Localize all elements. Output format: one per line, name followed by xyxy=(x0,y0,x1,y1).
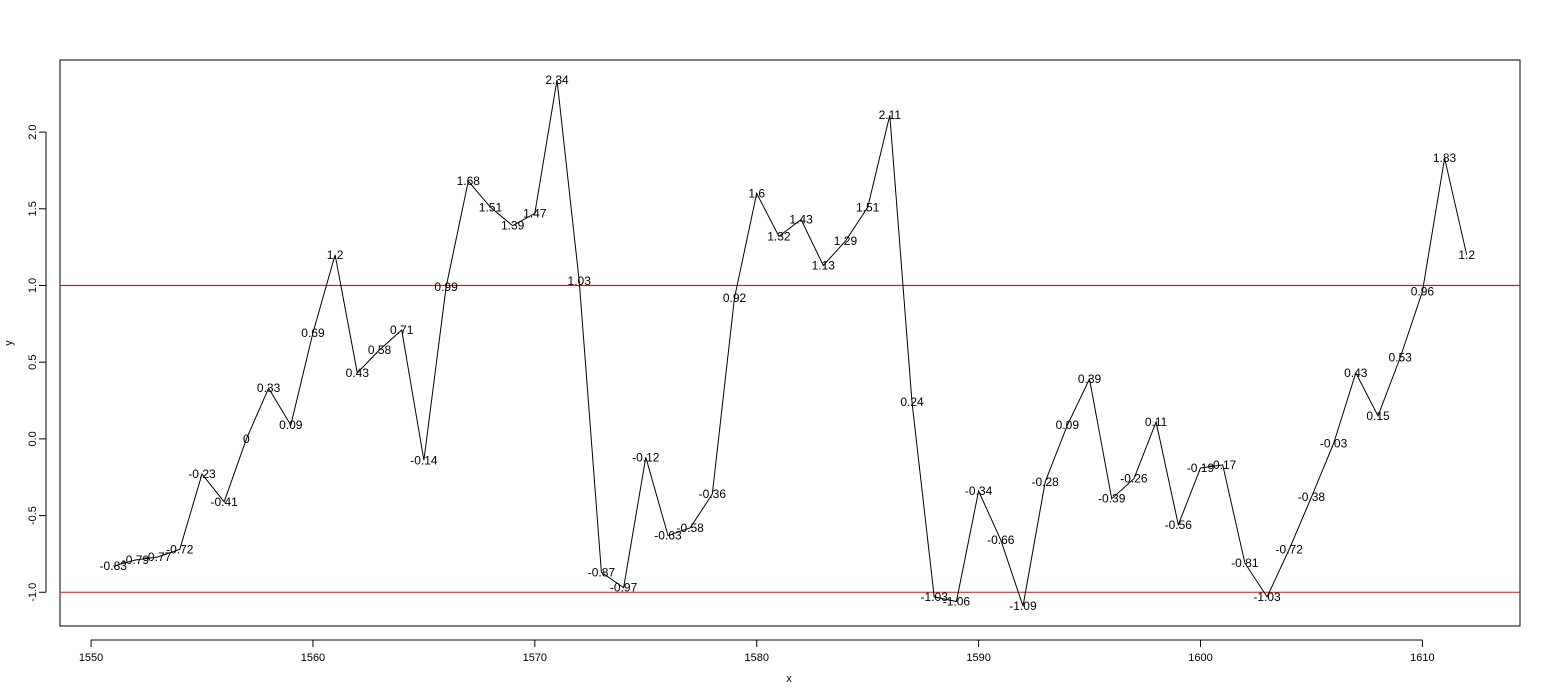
data-label: -0.41 xyxy=(211,495,239,509)
data-label: -0.12 xyxy=(632,450,660,464)
data-label: 0.33 xyxy=(257,381,281,395)
data-label: -0.83 xyxy=(100,559,128,573)
data-label: 1.6 xyxy=(748,186,765,200)
data-label: -0.81 xyxy=(1231,556,1259,570)
data-label: 1.43 xyxy=(789,213,813,227)
data-label: -0.56 xyxy=(1165,518,1193,532)
data-label: -0.19 xyxy=(1187,461,1215,475)
data-label: -0.77 xyxy=(144,550,172,564)
data-label: -0.03 xyxy=(1320,436,1348,450)
x-tick-label: 1580 xyxy=(744,652,768,664)
data-label: 0 xyxy=(243,432,250,446)
data-label: -0.63 xyxy=(654,529,682,543)
data-label: -1.06 xyxy=(943,594,971,608)
data-label: 1.03 xyxy=(568,274,592,288)
data-label: 1.51 xyxy=(479,200,503,214)
data-label: 0.11 xyxy=(1145,415,1168,429)
data-label: -1.03 xyxy=(1253,590,1281,604)
data-label: 1.32 xyxy=(767,229,791,243)
data-label: -0.28 xyxy=(1031,475,1059,489)
data-label: 0.43 xyxy=(346,366,370,380)
y-tick-label: 0.0 xyxy=(27,431,39,446)
data-label: 0.15 xyxy=(1366,409,1390,423)
data-label: -0.14 xyxy=(410,453,438,467)
data-label: 0.92 xyxy=(723,291,747,305)
data-label: 2.34 xyxy=(545,73,569,87)
data-label: 0.96 xyxy=(1411,285,1435,299)
data-label: 1.68 xyxy=(457,174,481,188)
y-axis: -1.0 -0.5 0.0 0.5 1.0 1.5 2.0 xyxy=(27,124,47,602)
data-label: -1.09 xyxy=(1009,599,1037,613)
data-label: -0.87 xyxy=(588,565,616,579)
x-tick-label: 1570 xyxy=(523,652,547,664)
x-axis-title: x xyxy=(786,673,792,685)
data-label: -0.72 xyxy=(166,542,194,556)
data-label: 0.09 xyxy=(1056,418,1080,432)
data-label: 0.24 xyxy=(900,395,924,409)
data-label: 0.09 xyxy=(279,418,303,432)
data-label: -1.03 xyxy=(921,590,949,604)
data-label: 1.2 xyxy=(327,248,344,262)
data-label: 0.58 xyxy=(368,343,392,357)
reference-lines xyxy=(60,284,1520,593)
x-axis: 1550 1560 1570 1580 1590 1600 1610 xyxy=(79,639,1435,664)
data-label: -0.36 xyxy=(699,487,727,501)
data-label: -0.26 xyxy=(1120,472,1148,486)
data-label: 2.11 xyxy=(879,108,902,122)
series-line xyxy=(113,79,1468,607)
data-label: -0.38 xyxy=(1298,490,1326,504)
x-tick-label: 1610 xyxy=(1410,652,1434,664)
y-tick-label: -0.5 xyxy=(27,506,39,525)
x-tick-label: 1550 xyxy=(79,652,103,664)
data-label: 1.39 xyxy=(501,219,525,233)
plot-frame xyxy=(59,59,1521,627)
y-tick-label: 1.5 xyxy=(27,201,39,216)
data-label: 0.53 xyxy=(1389,351,1413,365)
data-label: -0.58 xyxy=(676,521,704,535)
y-tick-label: -1.0 xyxy=(27,583,39,602)
data-label: 1.83 xyxy=(1433,151,1457,165)
data-label: 0.43 xyxy=(1344,366,1368,380)
data-label: 1.13 xyxy=(812,259,836,273)
data-label: -0.34 xyxy=(965,484,993,498)
data-label: -0.39 xyxy=(1098,492,1126,506)
x-tick-label: 1560 xyxy=(301,652,325,664)
data-label: -0.17 xyxy=(1209,458,1237,472)
x-tick-label: 1600 xyxy=(1188,652,1212,664)
data-label: 0.71 xyxy=(390,323,414,337)
data-label: -0.66 xyxy=(987,533,1015,547)
data-label: 0.99 xyxy=(434,280,458,294)
data-label: -0.79 xyxy=(122,553,150,567)
data-label: 1.29 xyxy=(834,234,858,248)
data-label: -0.97 xyxy=(610,581,638,595)
x-tick-label: 1590 xyxy=(966,652,990,664)
y-tick-label: 0.5 xyxy=(27,355,39,370)
data-labels: -0.83-0.79-0.77-0.72-0.23-0.4100.330.090… xyxy=(100,73,1476,613)
data-label: -0.72 xyxy=(1276,542,1304,556)
data-label: 0.39 xyxy=(1078,372,1102,386)
data-label: -0.23 xyxy=(188,467,216,481)
data-label: 1.2 xyxy=(1458,248,1475,262)
y-tick-label: 1.0 xyxy=(27,278,39,293)
y-tick-label: 2.0 xyxy=(27,124,39,139)
y-axis-title: y xyxy=(3,340,15,346)
data-label: 1.47 xyxy=(523,206,547,220)
data-label: 1.51 xyxy=(856,200,880,214)
data-label: 0.69 xyxy=(301,326,325,340)
